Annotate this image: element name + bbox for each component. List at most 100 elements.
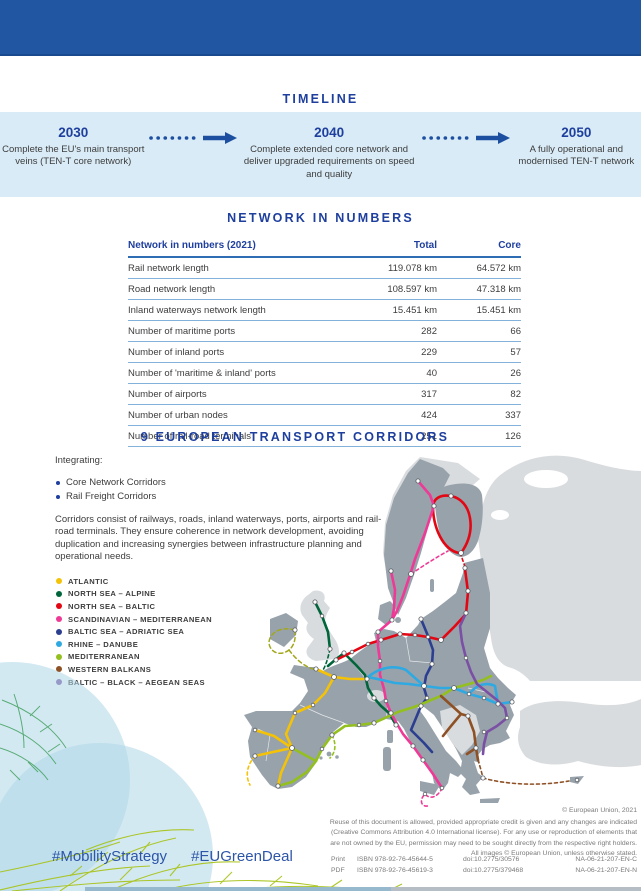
- table-row: Inland waterways network length 15.451 km…: [128, 299, 521, 321]
- table-header-row: Network in numbers (2021) Total Core: [128, 237, 521, 258]
- row-total: 229: [332, 341, 437, 363]
- legend-label: WESTERN BALKANS: [68, 664, 152, 674]
- timeline-milestone-2030: 2030 Complete the EU's main transport ve…: [0, 125, 147, 169]
- legend-label: NORTH SEA – ALPINE: [68, 589, 156, 599]
- corridor-line-north-sea-baltic: [334, 494, 472, 662]
- legend-dot-icon: [56, 590, 62, 597]
- milestone-year: 2030: [58, 125, 89, 140]
- row-core: 47.318 km: [437, 278, 521, 300]
- milestone-year: 2040: [314, 125, 345, 140]
- integrating-label: Integrating:: [55, 455, 103, 466]
- row-total: 108.597 km: [332, 278, 437, 300]
- page-bottom-strip: [85, 887, 641, 891]
- row-total: 40: [332, 362, 437, 384]
- col-header-core: Core: [437, 237, 521, 258]
- legend-dot-icon: [56, 578, 62, 585]
- milestone-text: Complete extended core network and deliv…: [243, 144, 415, 180]
- legend-dot-icon: [56, 641, 62, 648]
- row-label: Rail network length: [128, 257, 332, 279]
- row-label: Number of inland ports: [128, 341, 332, 363]
- map-city-nodes: [252, 478, 580, 797]
- row-label: Number of urban nodes: [128, 404, 332, 426]
- table-row: Road network length 108.597 km 47.318 km: [128, 278, 521, 300]
- col-header-name: Network in numbers (2021): [128, 237, 332, 258]
- row-total: 282: [332, 320, 437, 342]
- legend-item: SCANDINAVIAN – MEDITERRANEAN: [56, 613, 212, 626]
- milestone-text: Complete the EU's main transport veins (…: [2, 144, 145, 168]
- doi-value: doi:10.2775/30576: [463, 856, 520, 863]
- network-numbers-table: Network in numbers (2021) Total Core Rai…: [128, 237, 521, 447]
- network-numbers-title: NETWORK IN NUMBERS: [227, 211, 414, 225]
- legend-item: NORTH SEA – ALPINE: [56, 588, 212, 601]
- isbn-value: ISBN 978-92-76-45619-3: [357, 867, 433, 874]
- milestone-text: A fully operational and modernised TEN-T…: [518, 144, 635, 168]
- legend-label: BALTIC – BLACK – AEGEAN SEAS: [68, 677, 205, 687]
- corridors-intro: Integrating: Core Network Corridors Rail…: [55, 455, 391, 564]
- table-row: Number of 'maritime & inland' ports 40 26: [128, 362, 521, 384]
- dotted-arrow-icon: [148, 132, 237, 144]
- table-row: Number of maritime ports 282 66: [128, 320, 521, 342]
- legend-item: ATLANTIC: [56, 575, 212, 588]
- timeline-milestone-2050: 2050 A fully operational and modernised …: [512, 125, 641, 169]
- row-label: Number of maritime ports: [128, 320, 332, 342]
- legend-dot-icon: [56, 666, 62, 673]
- catalogue-identifiers: Print ISBN 978-92-76-45644-5 doi:10.2775…: [331, 856, 637, 878]
- row-core: 64.572 km: [437, 257, 521, 279]
- copyright-line: © European Union, 2021: [562, 807, 637, 814]
- corridor-line-atlantic: [246, 667, 369, 788]
- legend-item: NORTH SEA – BALTIC: [56, 600, 212, 613]
- legend-label: SCANDINAVIAN – MEDITERRANEAN: [68, 614, 212, 624]
- row-core: 337: [437, 404, 521, 426]
- list-item: Core Network Corridors: [55, 477, 391, 490]
- doi-value: doi:10.2775/379468: [463, 867, 524, 874]
- format-label: PDF: [331, 867, 345, 874]
- table-row: Number of inland ports 229 57: [128, 341, 521, 363]
- corridors-legend: ATLANTIC NORTH SEA – ALPINE NORTH SEA – …: [56, 575, 212, 688]
- row-label: Road network length: [128, 278, 332, 300]
- row-core: 26: [437, 362, 521, 384]
- hashtag-eu-green-deal: #EUGreenDeal: [191, 848, 293, 865]
- europe-map-graphic: [244, 455, 641, 807]
- corridor-line-scandinavian-mediterranean: [376, 479, 449, 807]
- table-row: Number of rail-road terminals 251 126: [128, 425, 521, 447]
- timeline-milestone-2040: 2040 Complete extended core network and …: [239, 125, 420, 181]
- timeline-band: 2030 Complete the EU's main transport ve…: [0, 112, 641, 197]
- leaf-pattern-decoration: [0, 662, 451, 891]
- ten-t-corridors-map: [228, 443, 641, 816]
- corridors-bullet-list: Core Network Corridors Rail Freight Corr…: [55, 477, 391, 504]
- legend-label: RHINE – DANUBE: [68, 639, 139, 649]
- format-label: Print: [331, 856, 345, 863]
- hashtag-mobility-strategy: #MobilityStrategy: [52, 848, 168, 865]
- legend-label: MEDITERRANEAN: [68, 652, 140, 662]
- row-total: 15.451 km: [332, 299, 437, 321]
- row-total: 317: [332, 383, 437, 405]
- legend-label: BALTIC SEA – ADRIATIC SEA: [68, 627, 185, 637]
- dotted-arrow-icon: [421, 132, 510, 144]
- row-total: 119.078 km: [332, 257, 437, 279]
- legend-item: RHINE – DANUBE: [56, 638, 212, 651]
- legend-label: NORTH SEA – BALTIC: [68, 601, 156, 611]
- table-row: Number of airports 317 82: [128, 383, 521, 405]
- col-header-total: Total: [332, 237, 437, 258]
- legend-item: MEDITERRANEAN: [56, 651, 212, 664]
- catalogue-number: NA-06-21-207-EN-C: [575, 856, 637, 863]
- table-row: Number of urban nodes 424 337: [128, 404, 521, 426]
- table-row: Rail network length 119.078 km 64.572 km: [128, 257, 521, 279]
- sea-notches: [491, 470, 568, 520]
- legend-dot-icon: [56, 653, 62, 660]
- row-core: 82: [437, 383, 521, 405]
- hashtags: #MobilityStrategy #EUGreenDeal: [52, 848, 293, 865]
- legend-label: ATLANTIC: [68, 576, 109, 586]
- row-label: Number of 'maritime & inland' ports: [128, 362, 332, 384]
- legend-dot-icon: [56, 616, 62, 623]
- corridors-title: 9 EUROPEAN TRANSPORT CORRIDORS: [140, 430, 450, 444]
- teal-veins: [0, 693, 67, 781]
- row-core: 57: [437, 341, 521, 363]
- top-banner: [0, 0, 641, 56]
- row-label: Inland waterways network length: [128, 299, 332, 321]
- milestone-year: 2050: [561, 125, 592, 140]
- copyright-block: © European Union, 2021 Reuse of this doc…: [323, 806, 637, 860]
- corridor-line-rhine-danube: [366, 666, 514, 706]
- legend-dot-icon: [56, 603, 62, 610]
